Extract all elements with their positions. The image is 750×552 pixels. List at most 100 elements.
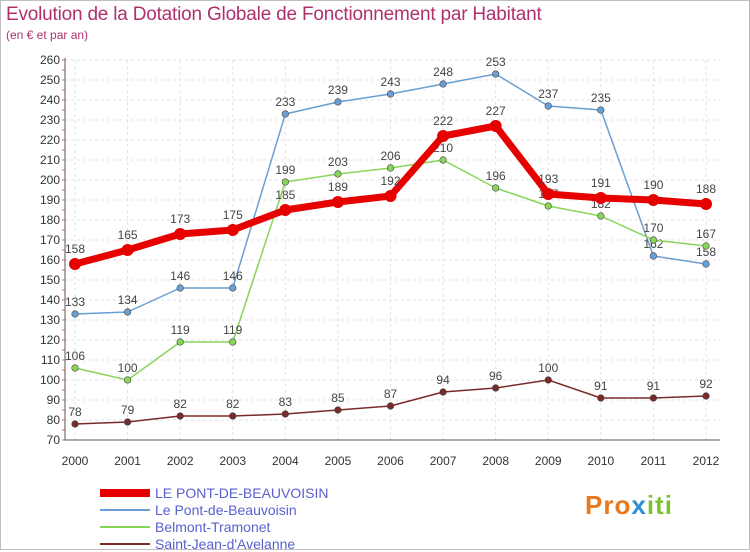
- data-point: [123, 418, 132, 426]
- data-label: 253: [486, 55, 506, 69]
- data-label: 100: [538, 361, 558, 375]
- data-point: [174, 228, 187, 240]
- series-2: 106100119119199203206210196187182170167: [65, 141, 716, 384]
- x-tick-label: 2007: [430, 454, 457, 468]
- y-tick-label: 90: [47, 393, 61, 407]
- data-point: [594, 192, 607, 204]
- data-label: 134: [118, 293, 138, 307]
- data-point: [702, 242, 710, 250]
- data-point: [649, 252, 658, 260]
- data-point: [281, 178, 289, 186]
- series-3: 78 79 82 82 83 85 87 94 96 100 91 91 92: [68, 361, 713, 428]
- data-point: [334, 170, 342, 178]
- x-tick-label: 2004: [272, 454, 299, 468]
- y-tick-label: 130: [40, 313, 60, 327]
- data-label: 192: [380, 174, 400, 188]
- data-point: [331, 196, 344, 208]
- data-label: 206: [380, 149, 400, 163]
- data-point: [334, 98, 342, 106]
- x-tick-label: 2000: [62, 454, 89, 468]
- data-point: [121, 244, 134, 256]
- legend-swatch: [100, 509, 150, 511]
- data-point: [281, 110, 289, 118]
- data-label: 185: [275, 188, 295, 202]
- data-label: 79: [121, 403, 135, 417]
- data-label: 85: [331, 391, 345, 405]
- data-point: [279, 204, 292, 216]
- x-tick-label: 2010: [587, 454, 614, 468]
- data-label: 119: [223, 323, 242, 337]
- data-point: [71, 310, 79, 318]
- y-tick-label: 170: [40, 233, 60, 247]
- data-point: [229, 412, 237, 420]
- data-point: [281, 410, 289, 418]
- data-label: 167: [696, 227, 716, 241]
- data-point: [229, 338, 237, 346]
- x-tick-label: 2001: [114, 454, 141, 468]
- data-point: [489, 120, 502, 132]
- data-label: 106: [65, 349, 85, 363]
- x-tick-label: 2002: [167, 454, 194, 468]
- y-tick-label: 150: [40, 273, 60, 287]
- y-tick-label: 100: [40, 373, 60, 387]
- data-point: [123, 308, 132, 316]
- x-tick-label: 2003: [219, 454, 246, 468]
- data-label: 96: [489, 369, 503, 383]
- y-tick-label: 230: [40, 113, 60, 127]
- data-point: [439, 80, 447, 88]
- data-point: [492, 70, 500, 78]
- data-label: 243: [380, 75, 400, 89]
- data-point: [439, 388, 447, 396]
- data-point: [176, 412, 184, 420]
- data-point: [71, 364, 79, 372]
- data-point: [439, 156, 447, 164]
- x-tick-label: 2011: [641, 454, 667, 468]
- data-point: [69, 258, 81, 270]
- data-label: 193: [538, 172, 558, 186]
- data-point: [649, 236, 658, 244]
- legend-swatch: [100, 526, 150, 528]
- data-point: [437, 130, 450, 142]
- data-point: [386, 164, 395, 172]
- data-label: 248: [433, 65, 453, 79]
- data-label: 227: [486, 104, 506, 118]
- x-tick-label: 2009: [535, 454, 562, 468]
- legend-label: Le Pont-de-Beauvoisin: [155, 502, 297, 518]
- y-tick-label: 190: [40, 193, 60, 207]
- data-point: [702, 260, 710, 268]
- data-label: 222: [433, 114, 453, 128]
- x-tick-label: 2006: [377, 454, 404, 468]
- data-point: [542, 188, 555, 200]
- data-label: 190: [643, 178, 663, 192]
- data-label: 170: [643, 221, 663, 235]
- data-point: [700, 198, 712, 210]
- data-point: [71, 420, 79, 428]
- data-point: [334, 406, 342, 414]
- data-label: 235: [591, 91, 611, 105]
- data-point: [702, 392, 710, 400]
- data-point: [597, 394, 605, 402]
- data-label: 78: [68, 405, 82, 419]
- x-tick-label: 2008: [482, 454, 509, 468]
- data-label: 158: [696, 245, 716, 259]
- data-point: [384, 190, 397, 202]
- y-tick-label: 120: [40, 333, 60, 347]
- data-label: 173: [170, 212, 190, 226]
- y-tick-label: 110: [41, 353, 60, 367]
- data-label: 175: [223, 208, 243, 222]
- data-label: 199: [275, 163, 295, 177]
- data-point: [386, 90, 395, 98]
- data-label: 87: [384, 387, 398, 401]
- y-tick-label: 80: [47, 413, 61, 427]
- data-label: 196: [486, 169, 506, 183]
- data-point: [492, 384, 500, 392]
- y-tick-label: 250: [40, 73, 60, 87]
- data-label: 92: [699, 377, 713, 391]
- data-point: [597, 106, 605, 114]
- y-tick-label: 70: [47, 433, 61, 447]
- data-label: 133: [65, 295, 85, 309]
- data-point: [597, 212, 605, 220]
- data-label: 191: [591, 176, 611, 190]
- data-label: 82: [173, 397, 187, 411]
